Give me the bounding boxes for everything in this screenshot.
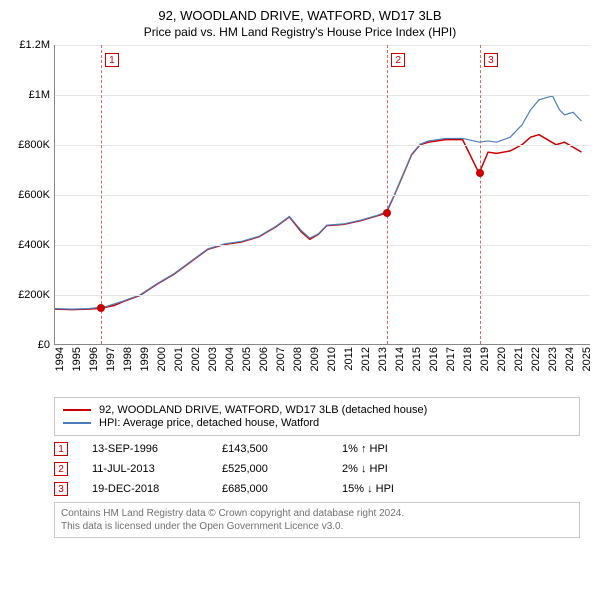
event-price: £685,000 [222, 483, 342, 495]
series-line-hpi [55, 96, 582, 309]
x-tick-label: 2024 [564, 347, 576, 371]
footer-line: Contains HM Land Registry data © Crown c… [61, 507, 573, 520]
y-tick-label: £200K [18, 289, 50, 301]
x-tick-label: 2023 [547, 347, 559, 371]
x-tick-label: 2001 [173, 347, 185, 371]
x-tick-label: 2017 [445, 347, 457, 371]
x-tick-label: 2025 [581, 347, 593, 371]
x-tick-label: 2003 [207, 347, 219, 371]
y-tick-label: £800K [18, 139, 50, 151]
event-row: 3 19-DEC-2018£685,00015% ↓ HPI [54, 482, 580, 496]
y-axis: £0£200K£400K£600K£800K£1M£1.2M [10, 45, 54, 345]
gridline [55, 245, 590, 246]
title-block: 92, WOODLAND DRIVE, WATFORD, WD17 3LB Pr… [10, 8, 590, 39]
event-number: 1 [54, 442, 68, 456]
event-line [480, 45, 481, 344]
x-tick-label: 2022 [530, 347, 542, 371]
legend-item: HPI: Average price, detached house, Watf… [63, 417, 571, 429]
y-tick-label: £400K [18, 239, 50, 251]
x-tick-label: 2012 [360, 347, 372, 371]
event-marker: 1 [105, 53, 119, 67]
x-tick-label: 2019 [479, 347, 491, 371]
x-tick-label: 2000 [156, 347, 168, 371]
x-tick-label: 2013 [377, 347, 389, 371]
event-line [387, 45, 388, 344]
event-date: 11-JUL-2013 [92, 463, 222, 475]
chart-title: 92, WOODLAND DRIVE, WATFORD, WD17 3LB [10, 8, 590, 23]
event-diff: 2% ↓ HPI [342, 463, 388, 475]
x-tick-label: 2010 [326, 347, 338, 371]
x-tick-label: 1995 [71, 347, 83, 371]
gridline [55, 45, 590, 46]
chart-container: 92, WOODLAND DRIVE, WATFORD, WD17 3LB Pr… [0, 0, 600, 548]
x-tick-label: 2015 [411, 347, 423, 371]
y-tick-label: £0 [38, 339, 50, 351]
footer-attribution: Contains HM Land Registry data © Crown c… [54, 502, 580, 538]
y-tick-label: £600K [18, 189, 50, 201]
events-table: 1 13-SEP-1996£143,5001% ↑ HPI 2 11-JUL-2013… [54, 442, 580, 496]
footer-line: This data is licensed under the Open Gov… [61, 520, 573, 533]
x-tick-label: 1997 [105, 347, 117, 371]
x-tick-label: 2007 [275, 347, 287, 371]
legend-item: 92, WOODLAND DRIVE, WATFORD, WD17 3LB (d… [63, 404, 571, 416]
event-diff: 1% ↑ HPI [342, 443, 388, 455]
x-tick-label: 2016 [428, 347, 440, 371]
x-tick-label: 2002 [190, 347, 202, 371]
legend-label: HPI: Average price, detached house, Watf… [99, 417, 319, 429]
event-number: 3 [54, 482, 68, 496]
sale-point [476, 169, 484, 177]
legend-swatch [63, 409, 91, 411]
event-date: 13-SEP-1996 [92, 443, 222, 455]
x-tick-label: 2020 [496, 347, 508, 371]
event-price: £525,000 [222, 463, 342, 475]
gridline [55, 145, 590, 146]
legend-label: 92, WOODLAND DRIVE, WATFORD, WD17 3LB (d… [99, 404, 427, 416]
x-tick-label: 1999 [139, 347, 151, 371]
event-row: 1 13-SEP-1996£143,5001% ↑ HPI [54, 442, 580, 456]
event-price: £143,500 [222, 443, 342, 455]
x-axis: 1994 1995 1996 1997 1998 1999 2000 2001 2002 2003… [54, 347, 590, 387]
sale-point [97, 304, 105, 312]
x-tick-label: 2005 [241, 347, 253, 371]
x-tick-label: 2014 [394, 347, 406, 371]
x-tick-label: 1996 [88, 347, 100, 371]
sale-point [383, 209, 391, 217]
event-date: 19-DEC-2018 [92, 483, 222, 495]
x-tick-label: 1998 [122, 347, 134, 371]
x-tick-label: 2021 [513, 347, 525, 371]
event-row: 2 11-JUL-2013£525,0002% ↓ HPI [54, 462, 580, 476]
event-marker: 3 [484, 53, 498, 67]
x-tick-label: 2004 [224, 347, 236, 371]
x-tick-label: 2008 [292, 347, 304, 371]
event-number: 2 [54, 462, 68, 476]
gridline [55, 295, 590, 296]
y-tick-label: £1.2M [19, 39, 50, 51]
gridline [55, 95, 590, 96]
x-tick-label: 2011 [343, 347, 355, 371]
y-tick-label: £1M [29, 89, 50, 101]
legend-swatch [63, 422, 91, 424]
x-tick-label: 2006 [258, 347, 270, 371]
event-line [101, 45, 102, 344]
series-line-property [55, 135, 582, 310]
event-marker: 2 [391, 53, 405, 67]
plot-area: 1 2 3 [54, 45, 590, 345]
gridline [55, 195, 590, 196]
x-tick-label: 2009 [309, 347, 321, 371]
chart-area: £0£200K£400K£600K£800K£1M£1.2M 123 19941… [10, 45, 590, 387]
event-diff: 15% ↓ HPI [342, 483, 394, 495]
x-tick-label: 2018 [462, 347, 474, 371]
legend: 92, WOODLAND DRIVE, WATFORD, WD17 3LB (d… [54, 397, 580, 436]
chart-subtitle: Price paid vs. HM Land Registry's House … [10, 25, 590, 39]
x-tick-label: 1994 [54, 347, 66, 371]
